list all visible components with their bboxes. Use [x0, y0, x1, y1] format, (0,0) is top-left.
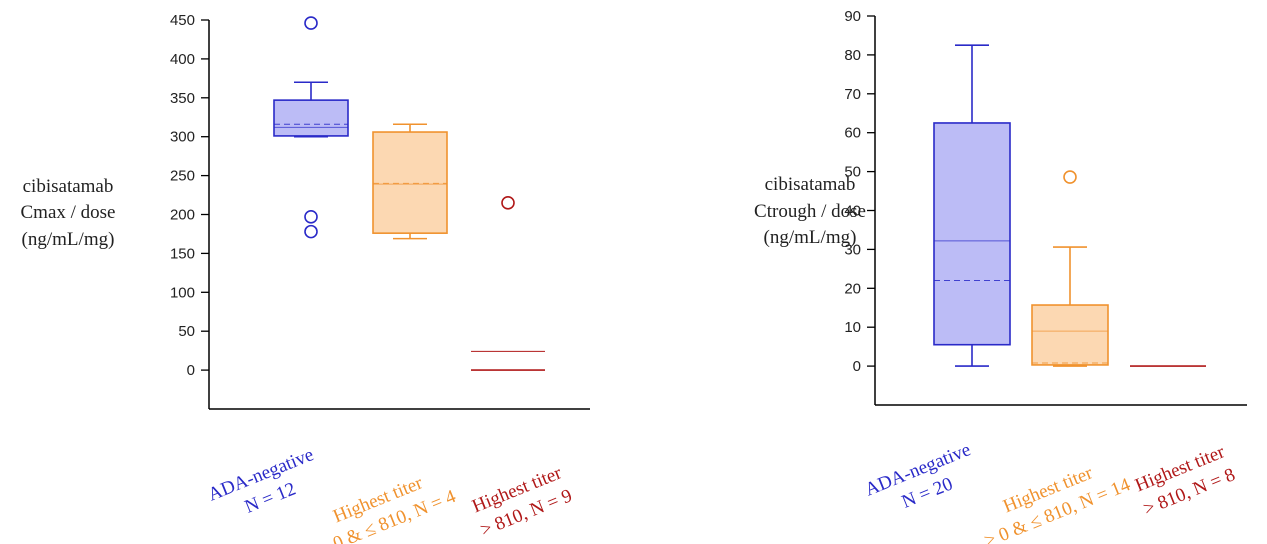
y-tick-label: 350 [170, 90, 195, 107]
category-label-1: Highest titer> 0 & ≤ 810, N = 4 [316, 472, 460, 544]
outlier-point [304, 224, 318, 239]
cmax-box-chart: 0 50 100 150 200 250 300 350 400 450 cibisatamab Cm… [21, 12, 590, 544]
outlier-point [304, 16, 318, 30]
y-axis-label: Ctrough / dose [754, 201, 866, 222]
y-axis-label: (ng/mL/mg) [764, 227, 857, 248]
category-label-2: Highest titer> 810, N = 8 [1132, 441, 1238, 520]
y-tick-label: 450 [170, 12, 195, 29]
box-plot-1 [1031, 170, 1109, 367]
box-plot-2 [471, 196, 545, 371]
category-label-1: Highest titer> 0 & ≤ 810, N = 14 [981, 462, 1133, 544]
outlier-point [304, 210, 318, 224]
box-plot-0 [933, 44, 1011, 367]
y-tick-label: 100 [170, 284, 195, 301]
y-tick-label: 400 [170, 51, 195, 68]
y-tick-label: 0 [187, 362, 195, 379]
y-tick-label: 60 [844, 125, 861, 142]
y-tick-label: 50 [844, 164, 861, 181]
y-axis-label: Cmax / dose [21, 202, 116, 223]
outlier-point [501, 196, 515, 210]
box-plot-1 [372, 123, 448, 240]
iqr-box [933, 122, 1011, 346]
iqr-box [372, 131, 448, 234]
outlier-point [1063, 170, 1077, 184]
y-tick-label: 0 [853, 358, 861, 375]
ctrough-box-chart: 0 10 20 30 40 50 60 70 80 90 cibisatamab Ctrough / … [754, 8, 1247, 544]
y-axis-label: cibisatamab [23, 176, 114, 197]
y-tick-label: 250 [170, 168, 195, 185]
y-tick-label: 300 [170, 129, 195, 146]
iqr-box [1031, 304, 1109, 366]
y-axis-label: cibisatamab [765, 174, 856, 195]
y-tick-label: 10 [844, 319, 861, 336]
box-plot-0 [273, 16, 349, 239]
y-tick-label: 150 [170, 245, 195, 262]
y-tick-label: 50 [178, 323, 195, 340]
y-tick-label: 20 [844, 280, 861, 297]
y-tick-label: 70 [844, 86, 861, 103]
y-tick-label: 90 [844, 8, 861, 25]
category-label-2: Highest titer> 810, N = 9 [469, 462, 575, 541]
y-axis-label: (ng/mL/mg) [22, 229, 115, 250]
y-tick-label: 80 [844, 47, 861, 64]
y-tick-label: 200 [170, 207, 195, 224]
y-tick-label: 40 [844, 203, 861, 220]
y-tick-label: 30 [844, 241, 861, 258]
iqr-box [273, 99, 349, 137]
